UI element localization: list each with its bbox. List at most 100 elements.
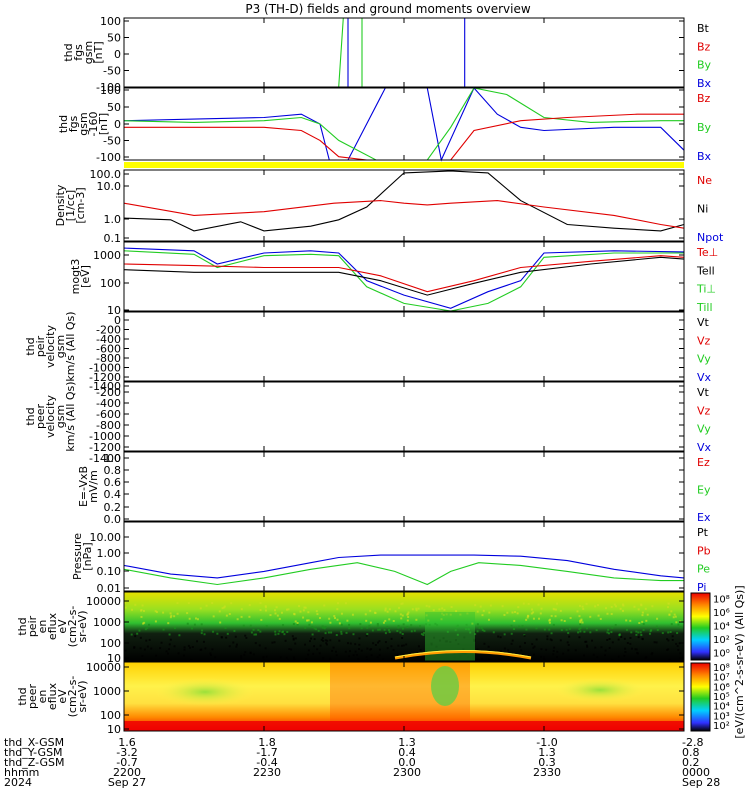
y-axis-label-line: eV — [56, 619, 69, 634]
ion-spectrogram-speckle — [311, 633, 314, 636]
ion-spectrogram-speckle — [523, 634, 526, 637]
ion-spectrogram-speckle — [168, 643, 171, 646]
ion-spectrogram-speckle — [324, 632, 327, 635]
y-axis-label-line: fgs — [67, 115, 80, 132]
y-tick-label: 0 — [114, 118, 121, 131]
y-tick-label: -600 — [96, 408, 121, 421]
ion-spectrogram-speckle — [579, 604, 582, 607]
ion-spectrogram-speckle — [141, 604, 144, 607]
ion-spectrogram-speckle — [212, 615, 215, 618]
legend-vx: Vx — [697, 371, 712, 384]
ion-spectrogram-speckle — [455, 610, 458, 613]
ion-spectrogram-speckle — [304, 606, 307, 609]
ion-spectrogram-speckle — [617, 638, 620, 641]
y-axis-label: thdpeervelocitygsmkm/s (All Qs) — [24, 381, 77, 451]
ion-spectrogram-speckle — [382, 658, 385, 661]
legend-bx: Bx — [697, 150, 712, 163]
ion-spectrogram-speckle — [348, 655, 351, 658]
legend-pb: Pb — [697, 544, 711, 557]
ion-spectrogram-speckle — [489, 604, 492, 607]
ion-spectrogram-speckle — [209, 652, 212, 655]
ion-spectrogram-speckle — [264, 647, 267, 650]
ion-spectrogram-speckle — [563, 620, 566, 623]
ion-spectrogram-speckle — [428, 623, 431, 626]
ion-spectrogram-speckle — [188, 617, 191, 620]
ion-spectrogram-speckle — [148, 623, 151, 626]
ion-spectrogram-speckle — [539, 612, 542, 615]
ion-spectrogram-speckle — [365, 619, 368, 622]
ion-spectrogram-speckle — [533, 645, 536, 648]
ion-spectrogram-speckle — [655, 641, 658, 644]
ion-spectrogram-speckle — [670, 610, 673, 613]
ion-spectrogram-speckle — [274, 612, 277, 615]
ion-spectrogram-speckle — [346, 619, 349, 622]
ion-spectrogram-speckle — [210, 654, 213, 657]
y-tick-label: -100 — [96, 151, 121, 164]
ion-spectrogram-speckle — [476, 623, 479, 626]
ion-spectrogram-speckle — [277, 632, 280, 635]
y-axis-label-line: Pressure — [71, 533, 84, 580]
ion-spectrogram-speckle — [178, 634, 181, 637]
y-tick-label: -100 — [96, 81, 121, 94]
panel-efield: 1.00.80.60.40.20.0 E=-VxBmV/m Ez Ey Ex — [77, 451, 711, 526]
ion-spectrogram-speckle — [370, 654, 373, 657]
ion-spectrogram-speckle — [621, 603, 624, 606]
y-tick-label: 0.0 — [104, 513, 122, 526]
ion-spectrogram-speckle — [258, 644, 261, 647]
ion-spectrogram-speckle — [340, 612, 343, 615]
colorbar-tick-label: 10⁶ — [713, 682, 730, 693]
ion-spectrogram-speckle — [372, 642, 375, 645]
ion-spectrogram-speckle — [604, 607, 607, 610]
ion-spectrogram-speckle — [594, 646, 597, 649]
ion-spectrogram-speckle — [666, 638, 669, 641]
legend-ey: Ey — [697, 484, 711, 497]
ion-spectrogram-speckle — [252, 628, 255, 631]
ion-spectrogram-speckle — [322, 639, 325, 642]
series-line-te — [123, 255, 685, 293]
y-tick-label: -400 — [96, 333, 121, 346]
ion-spectrogram-speckle — [436, 624, 439, 627]
ion-spectrogram-speckle — [275, 606, 278, 609]
ion-spectrogram-speckle — [597, 614, 600, 617]
ion-spectrogram-speckle — [459, 613, 462, 616]
ion-spectrogram-speckle — [425, 614, 428, 617]
ion-spectrogram-speckle — [673, 613, 676, 616]
axis-row-value: -3.2 — [116, 746, 137, 759]
ion-spectrogram-speckle — [581, 621, 584, 624]
ion-spectrogram-speckle — [349, 650, 352, 653]
axis-row-value: 2330 — [533, 766, 561, 779]
ion-spectrogram-speckle — [196, 618, 199, 621]
ion-spectrogram-speckle — [130, 633, 133, 636]
ion-spectrogram-speckle — [124, 606, 127, 609]
ion-spectrogram-speckle — [259, 630, 262, 633]
ion-spectrogram-speckle — [223, 606, 226, 609]
ion-spectrogram-speckle — [422, 634, 425, 637]
ion-spectrogram-speckle — [282, 624, 285, 627]
ion-spectrogram-speckle — [622, 604, 625, 607]
ion-spectrogram-arc — [394, 650, 532, 660]
ion-spectrogram-speckle — [405, 643, 408, 646]
ion-spectrogram-speckle — [334, 617, 337, 620]
ion-spectrogram-speckle — [396, 629, 399, 632]
y-axis-label-line: (cm2-s- — [66, 676, 79, 718]
ion-spectrogram-speckle — [354, 650, 357, 653]
ion-spectrogram-speckle — [134, 635, 137, 638]
ion-spectrogram-speckle — [620, 635, 623, 638]
y-axis-label-line: sr-eV) — [76, 680, 89, 712]
ion-spectrogram-speckle — [162, 628, 165, 631]
axis-row-value: -2.8 — [682, 736, 703, 749]
ion-spectrogram-speckle — [221, 607, 224, 610]
ion-spectrogram-speckle — [401, 632, 404, 635]
ion-spectrogram-speckle — [668, 613, 671, 616]
ion-spectrogram-speckle — [176, 612, 179, 615]
ion-spectrogram-speckle — [473, 639, 476, 642]
ion-spectrogram-speckle — [259, 609, 262, 612]
axis-row-value: 0.0 — [398, 756, 416, 769]
ion-spectrogram-speckle — [384, 607, 387, 610]
ion-spectrogram-speckle — [553, 646, 556, 649]
ion-spectrogram-speckle — [348, 623, 351, 626]
ion-spectrogram-speckle — [567, 631, 570, 634]
y-axis-label-line: km/s (All Qs) — [64, 311, 77, 381]
ion-spectrogram-speckle — [384, 619, 387, 622]
